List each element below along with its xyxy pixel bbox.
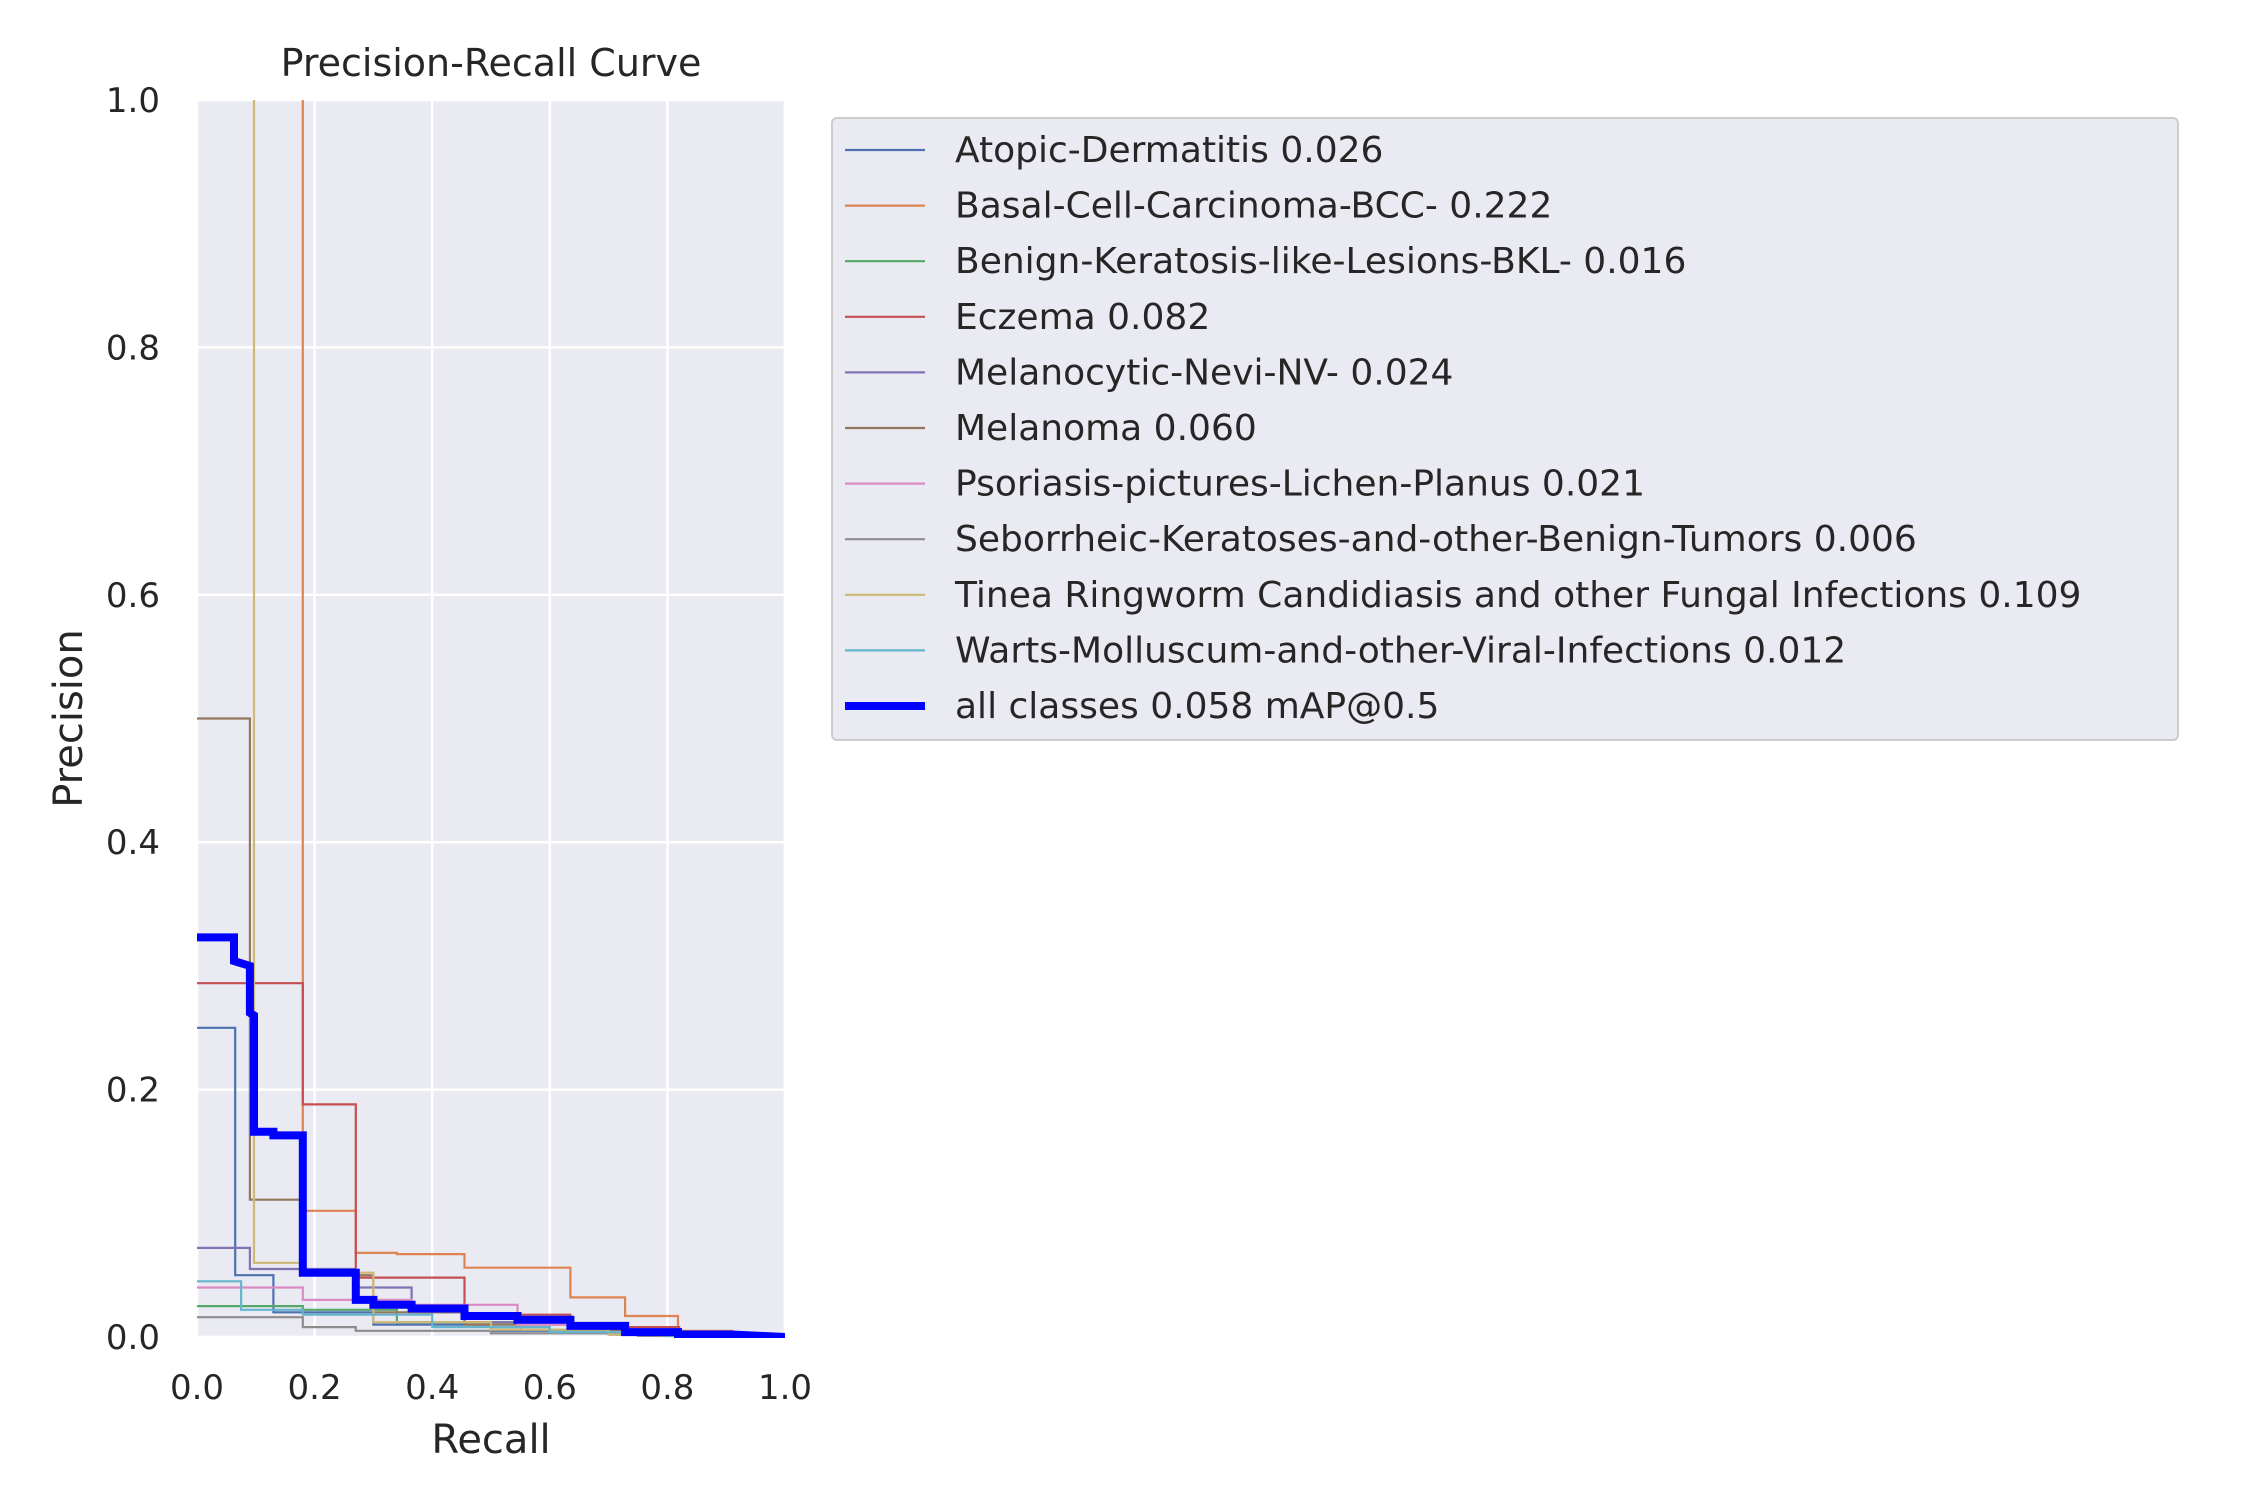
- legend-entry: Eczema 0.082: [955, 297, 1210, 338]
- x-tick-label: 0.6: [523, 1368, 577, 1408]
- plot-area: [197, 100, 785, 1337]
- legend-entry: Benign-Keratosis-like-Lesions-BKL- 0.016: [955, 241, 1686, 282]
- y-tick-label: 1.0: [106, 81, 160, 121]
- legend-entry: Basal-Cell-Carcinoma-BCC- 0.222: [955, 186, 1552, 227]
- x-tick-label: 0.8: [640, 1368, 694, 1408]
- legend-entry: Psoriasis-pictures-Lichen-Planus 0.021: [955, 464, 1645, 505]
- legend-entry: Atopic-Dermatitis 0.026: [955, 130, 1383, 171]
- y-tick-label: 0.0: [106, 1318, 160, 1358]
- axis-ticks: 0.0 0.2 0.4 0.6 0.8 1.0 0.0 0.2 0.4 0.6 0.8 1.0: [106, 81, 812, 1408]
- series-group: [197, 100, 785, 1338]
- legend-entry: all classes 0.058 mAP@0.5: [955, 686, 1439, 727]
- x-tick-label: 1.0: [758, 1368, 812, 1408]
- legend-entry: Warts-Molluscum-and-other-Viral-Infectio…: [955, 630, 1846, 671]
- legend-entry: Melanoma 0.060: [955, 408, 1257, 449]
- legend-box: [831, 117, 2179, 741]
- legend-entry: Seborrheic-Keratoses-and-other-Benign-Tu…: [955, 519, 1917, 560]
- y-tick-label: 0.2: [106, 1071, 160, 1111]
- x-tick-label: 0.4: [405, 1368, 459, 1408]
- x-axis-label: Recall: [431, 1417, 550, 1463]
- x-tick-label: 0.2: [288, 1368, 342, 1408]
- legend-entry: Tinea Ringworm Candidiasis and other Fun…: [954, 575, 2081, 616]
- y-tick-label: 0.8: [106, 328, 160, 368]
- legend-entry: Melanocytic-Nevi-NV- 0.024: [955, 352, 1453, 393]
- x-tick-label: 0.0: [170, 1368, 224, 1408]
- y-axis-label: Precision: [46, 629, 92, 807]
- y-tick-label: 0.6: [106, 576, 160, 616]
- chart-title: Precision-Recall Curve: [281, 41, 702, 85]
- legend: Atopic-Dermatitis 0.026 Basal-Cell-Carcin…: [831, 117, 2179, 741]
- grid-lines: [195, 98, 787, 1339]
- y-tick-label: 0.4: [106, 823, 160, 863]
- series-line-10: [197, 933, 785, 1338]
